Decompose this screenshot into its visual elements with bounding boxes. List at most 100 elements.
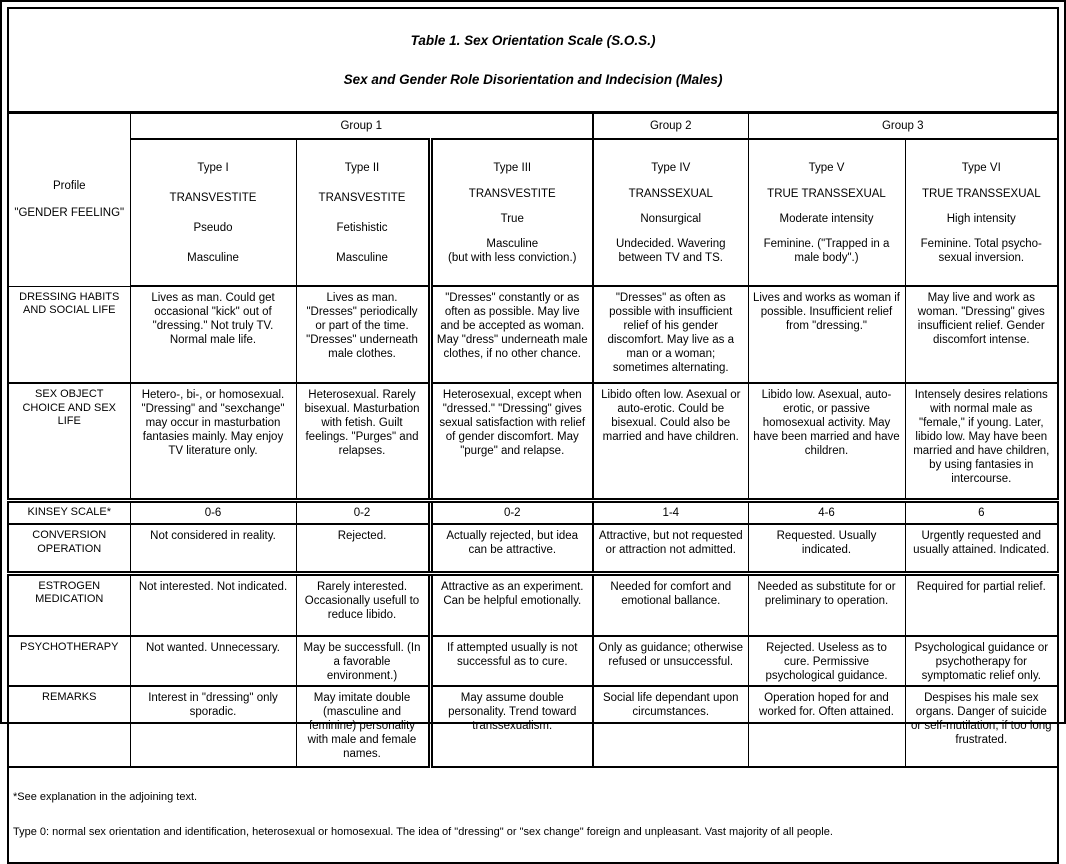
type-4-feeling: Undecided. Wavering between TV and TS.: [615, 238, 726, 265]
cell-remarks-type-3: May assume double personality. Trend tow…: [427, 685, 594, 769]
type-1-header: Type I TRANSVESTITE Pseudo Masculine: [129, 138, 297, 288]
cell-estrogen-type-5: Needed as substitute for or preliminary …: [747, 572, 906, 638]
cell-estrogen-type-1: Not interested. Not indicated.: [129, 572, 297, 638]
type-4-variant: Nonsurgical: [640, 213, 702, 226]
cell-estrogen-type-6: Required for partial relief.: [904, 572, 1059, 638]
row-label-kinsey-scale: KINSEY SCALE*: [7, 499, 131, 526]
type-5-roman: Type V: [808, 162, 845, 175]
cell-psycho-type-1: Not wanted. Unnecessary.: [129, 635, 297, 688]
cell-kinsey-type-5: 4-6: [747, 499, 906, 526]
cell-sexobj-type-3: Heterosexual, except when "dressed." "Dr…: [427, 382, 594, 503]
conversion-operation-row: CONVERSION OPERATION Not considered in r…: [7, 523, 1059, 576]
type-4-roman: Type IV: [651, 162, 691, 175]
type-3-name: TRANSVESTITE: [468, 187, 556, 200]
footnotes: *See explanation in the adjoining text. …: [8, 767, 1058, 863]
cell-kinsey-type-4: 1-4: [592, 499, 749, 526]
cell-conversion-type-5: Requested. Usually indicated.: [747, 523, 906, 576]
type-6-variant: High intensity: [946, 213, 1016, 226]
type-3-feeling: Masculine (but with less conviction.): [448, 238, 577, 265]
type-2-roman: Type II: [344, 162, 380, 175]
cell-sexobj-type-5: Libido low. Asexual, auto-erotic, or pas…: [747, 382, 906, 503]
group-3-header: Group 3: [747, 111, 1059, 141]
type-1-variant: Pseudo: [193, 222, 233, 235]
sos-table: Table 1. Sex Orientation Scale (S.O.S.) …: [7, 7, 1060, 864]
cell-dressing-type-3: "Dresses" constantly or as often as poss…: [427, 285, 594, 385]
cell-sexobj-type-2: Heterosexual. Rarely bisexual. Masturbat…: [295, 382, 431, 503]
profile-label: Profile: [52, 180, 86, 193]
type-5-variant: Moderate intensity: [779, 213, 874, 226]
row-label-remarks: REMARKS: [7, 685, 131, 769]
cell-sexobj-type-4: Libido often low. Asexual or auto-erotic…: [592, 382, 749, 503]
type-6-name: TRUE TRANSSEXUAL: [921, 187, 1041, 200]
cell-remarks-type-6: Despises his male sex organs. Danger of …: [904, 685, 1059, 769]
cell-dressing-type-5: Lives and works as woman if possible. In…: [747, 285, 906, 385]
type-3-variant: True: [500, 213, 524, 226]
cell-remarks-type-5: Operation hoped for and worked for. Ofte…: [747, 685, 906, 769]
type-2-variant: Fetishistic: [336, 222, 388, 235]
profile-row-label: Profile "GENDER FEELING": [7, 111, 131, 287]
estrogen-medication-row: ESTROGEN MEDICATION Not interested. Not …: [7, 572, 1059, 638]
cell-conversion-type-3: Actually rejected, but idea can be attra…: [427, 523, 594, 576]
type-1-name: TRANSVESTITE: [169, 192, 257, 205]
table-title-line2: Sex and Gender Role Disorientation and I…: [343, 71, 723, 87]
type-2-name: TRANSVESTITE: [318, 192, 406, 205]
gender-feeling-label: "GENDER FEELING": [14, 207, 125, 220]
cell-conversion-type-6: Urgently requested and usually attained.…: [904, 523, 1059, 576]
table-title: Table 1. Sex Orientation Scale (S.O.S.) …: [7, 7, 1059, 114]
footnote-asterisk: *See explanation in the adjoining text.: [13, 790, 198, 803]
cell-dressing-type-4: "Dresses" as often as possible with insu…: [592, 285, 749, 385]
cell-remarks-type-4: Social life dependant upon circumstances…: [592, 685, 749, 769]
cell-estrogen-type-3: Attractive as an experiment. Can be help…: [427, 572, 594, 638]
cell-conversion-type-2: Rejected.: [295, 523, 431, 576]
footnote-type0: Type 0: normal sex orientation and ident…: [13, 826, 833, 839]
type-1-feeling: Masculine: [187, 252, 239, 265]
cell-sexobj-type-1: Hetero-, bi-, or homosexual. "Dressing" …: [129, 382, 297, 503]
group-header-row: Profile "GENDER FEELING" Group 1 Group 2…: [7, 111, 1059, 287]
cell-remarks-type-1: Interest in "dressing" only sporadic.: [129, 685, 297, 769]
cell-sexobj-type-6: Intensely desires relations with normal …: [904, 382, 1059, 503]
type-6-header: Type VI TRUE TRANSSEXUAL High intensity …: [904, 138, 1059, 288]
cell-kinsey-type-2: 0-2: [295, 499, 431, 526]
row-label-conversion-operation: CONVERSION OPERATION: [7, 523, 131, 576]
row-label-dressing-habits: DRESSING HABITS AND SOCIAL LIFE: [7, 285, 131, 385]
type-2-header: Type II TRANSVESTITE Fetishistic Masculi…: [295, 138, 431, 288]
cell-dressing-type-1: Lives as man. Could get occasional "kick…: [129, 285, 297, 385]
cell-psycho-type-4: Only as guidance; otherwise refused or u…: [592, 635, 749, 688]
cell-kinsey-type-3: 0-2: [427, 499, 594, 526]
remarks-row: REMARKS Interest in "dressing" only spor…: [7, 685, 1059, 769]
type-1-roman: Type I: [197, 162, 229, 175]
type-5-feeling: Feminine. ("Trapped in a male body".): [763, 238, 890, 265]
title-row: Table 1. Sex Orientation Scale (S.O.S.) …: [7, 7, 1059, 114]
table-title-line1: Table 1. Sex Orientation Scale (S.O.S.): [410, 32, 656, 48]
cell-dressing-type-6: May live and work as woman. "Dressing" g…: [904, 285, 1059, 385]
type-3-roman: Type III: [493, 162, 532, 175]
group-1-header: Group 1: [129, 111, 594, 141]
type-6-roman: Type VI: [961, 162, 1001, 175]
dressing-habits-row: DRESSING HABITS AND SOCIAL LIFE Lives as…: [7, 285, 1059, 385]
group-2-header: Group 2: [592, 111, 749, 141]
type-2-feeling: Masculine: [336, 252, 388, 265]
cell-dressing-type-2: Lives as man. "Dresses" periodically or …: [295, 285, 431, 385]
cell-conversion-type-4: Attractive, but not requested or attract…: [592, 523, 749, 576]
row-label-sex-object: SEX OBJECT CHOICE AND SEX LIFE: [7, 382, 131, 503]
row-label-psychotherapy: PSYCHOTHERAPY: [7, 635, 131, 688]
cell-estrogen-type-4: Needed for comfort and emotional ballanc…: [592, 572, 749, 638]
cell-conversion-type-1: Not considered in reality.: [129, 523, 297, 576]
kinsey-scale-row: KINSEY SCALE* 0-6 0-2 0-2 1-4 4-6 6: [7, 499, 1059, 526]
type-4-header: Type IV TRANSSEXUAL Nonsurgical Undecide…: [592, 138, 749, 288]
psychotherapy-row: PSYCHOTHERAPY Not wanted. Unnecessary. M…: [7, 635, 1059, 688]
cell-estrogen-type-2: Rarely interested. Occasionally usefull …: [295, 572, 431, 638]
type-6-feeling: Feminine. Total psycho- sexual inversion…: [920, 238, 1042, 265]
row-label-estrogen-medication: ESTROGEN MEDICATION: [7, 572, 131, 638]
footnote-row: *See explanation in the adjoining text. …: [8, 767, 1058, 863]
type-4-name: TRANSSEXUAL: [628, 187, 713, 200]
cell-kinsey-type-6: 6: [904, 499, 1059, 526]
cell-psycho-type-6: Psychological guidance or psychotherapy …: [904, 635, 1059, 688]
cell-psycho-type-5: Rejected. Useless as to cure. Permissive…: [747, 635, 906, 688]
type-5-name: TRUE TRANSSEXUAL: [767, 187, 886, 200]
sex-object-row: SEX OBJECT CHOICE AND SEX LIFE Hetero-, …: [7, 382, 1059, 503]
cell-psycho-type-2: May be successfull. (In a favorable envi…: [295, 635, 431, 688]
cell-psycho-type-3: If attempted usually is not successful a…: [427, 635, 594, 688]
type-header-row: Type I TRANSVESTITE Pseudo Masculine Typ…: [8, 138, 1059, 288]
